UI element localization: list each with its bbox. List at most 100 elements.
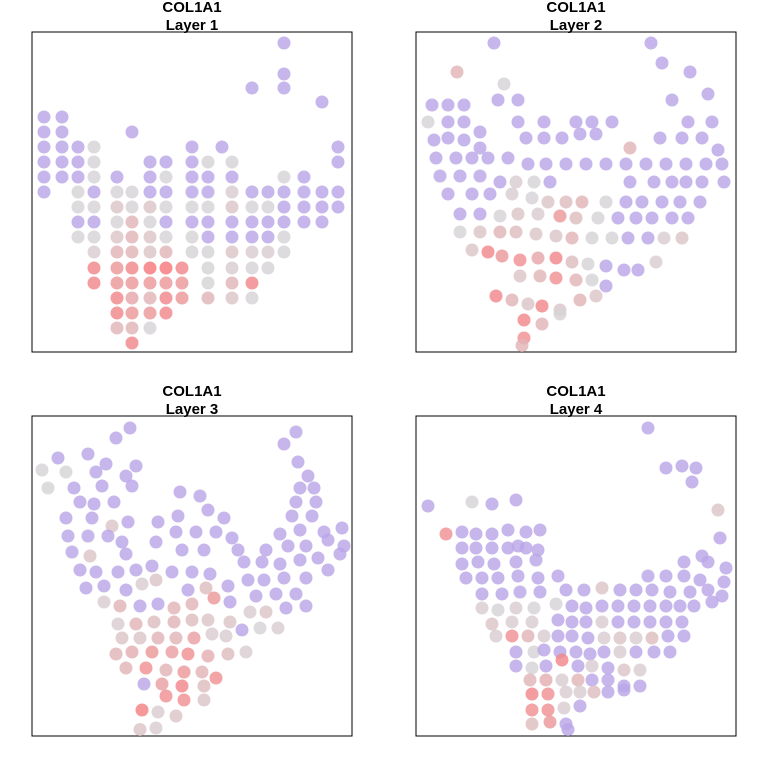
data-point — [321, 563, 335, 577]
data-point — [110, 230, 124, 244]
data-point — [281, 539, 295, 553]
data-point — [571, 673, 585, 687]
data-point — [557, 701, 571, 715]
data-point — [315, 215, 329, 229]
data-point — [699, 157, 713, 171]
data-point — [585, 659, 599, 673]
data-point — [133, 599, 147, 613]
data-point — [595, 581, 609, 595]
data-point — [309, 495, 323, 509]
data-point — [475, 587, 489, 601]
data-point — [261, 230, 275, 244]
data-point — [119, 583, 133, 597]
data-point — [569, 273, 583, 287]
data-point — [225, 155, 239, 169]
data-point — [633, 679, 647, 693]
data-point — [573, 293, 587, 307]
data-point — [277, 245, 291, 259]
data-point — [215, 140, 229, 154]
data-point — [175, 261, 189, 275]
data-point — [115, 535, 129, 549]
data-point — [159, 170, 173, 184]
data-point — [110, 291, 124, 305]
data-point — [129, 563, 143, 577]
data-point — [509, 645, 523, 659]
data-point — [643, 615, 657, 629]
data-point — [611, 615, 625, 629]
data-point — [539, 673, 553, 687]
data-point — [110, 185, 124, 199]
data-point — [245, 261, 259, 275]
data-point — [253, 621, 267, 635]
data-point — [55, 140, 69, 154]
data-point — [297, 200, 311, 214]
data-point — [453, 207, 467, 221]
data-point — [175, 276, 189, 290]
data-point — [531, 207, 545, 221]
data-point — [555, 653, 569, 667]
panel-layer-3: COL1A1 Layer 3 — [31, 383, 353, 737]
data-point — [513, 269, 527, 283]
data-point — [677, 569, 691, 583]
data-point — [465, 495, 479, 509]
data-point — [333, 547, 347, 561]
data-point — [711, 503, 725, 517]
data-point — [511, 93, 525, 107]
data-point — [581, 631, 595, 645]
data-point — [89, 565, 103, 579]
panel-subtitle: Layer 3 — [166, 401, 219, 418]
data-point — [245, 81, 259, 95]
data-point — [585, 673, 599, 687]
data-point — [527, 645, 541, 659]
data-point — [273, 557, 287, 571]
data-point — [659, 157, 673, 171]
data-point — [167, 601, 181, 615]
data-point — [143, 230, 157, 244]
data-point — [599, 157, 613, 171]
data-point — [110, 215, 124, 229]
data-point — [201, 649, 215, 663]
data-point — [663, 585, 677, 599]
data-point — [277, 437, 291, 451]
data-point — [571, 659, 585, 673]
data-point — [621, 231, 635, 245]
data-point — [617, 683, 631, 697]
data-point — [537, 131, 551, 145]
data-point — [125, 245, 139, 259]
data-point — [455, 525, 469, 539]
data-point — [83, 549, 97, 563]
data-point — [139, 661, 153, 675]
data-point — [421, 499, 435, 513]
data-point — [715, 589, 729, 603]
data-point — [495, 249, 509, 263]
data-point — [585, 273, 599, 287]
data-point — [315, 185, 329, 199]
data-point — [591, 211, 605, 225]
data-point — [277, 67, 291, 81]
data-point — [135, 577, 149, 591]
data-point — [133, 631, 147, 645]
data-point — [559, 157, 573, 171]
data-point — [125, 645, 139, 659]
data-point — [185, 140, 199, 154]
data-point — [619, 157, 633, 171]
data-point — [143, 185, 157, 199]
data-point — [515, 339, 529, 352]
data-point — [297, 215, 311, 229]
data-point — [481, 151, 495, 165]
data-point — [311, 551, 325, 565]
data-point — [681, 211, 695, 225]
data-point — [125, 276, 139, 290]
data-point — [641, 231, 655, 245]
data-point — [481, 245, 495, 259]
data-point — [643, 599, 657, 613]
data-point — [145, 559, 159, 573]
data-point — [595, 599, 609, 613]
data-point — [539, 157, 553, 171]
data-point — [717, 175, 731, 189]
data-point — [653, 131, 667, 145]
data-point — [159, 185, 173, 199]
data-point — [185, 170, 199, 184]
data-point — [299, 571, 313, 585]
data-point — [249, 589, 263, 603]
